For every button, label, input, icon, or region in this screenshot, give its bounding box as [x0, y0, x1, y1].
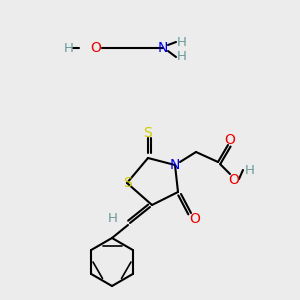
Text: H: H [245, 164, 255, 176]
Text: O: O [91, 41, 101, 55]
Text: O: O [229, 173, 239, 187]
Text: S: S [123, 176, 131, 190]
Text: S: S [144, 126, 152, 140]
Text: O: O [190, 212, 200, 226]
Text: O: O [225, 133, 236, 147]
Text: H: H [177, 50, 187, 64]
Text: N: N [170, 158, 180, 172]
Text: N: N [158, 41, 168, 55]
Text: H: H [108, 212, 118, 224]
Text: H: H [177, 35, 187, 49]
Text: H: H [64, 41, 74, 55]
